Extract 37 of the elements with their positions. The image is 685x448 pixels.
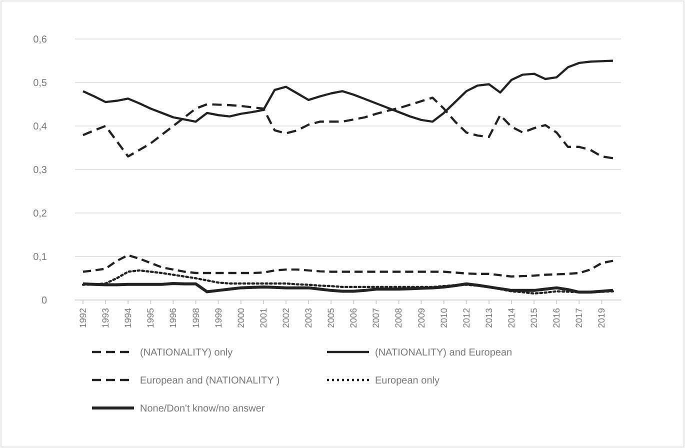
y-tick-label: 0,3 [33, 165, 48, 176]
x-tick-label: 2001 [258, 308, 268, 328]
x-tick-label: 2010 [438, 308, 449, 328]
legend-label: European only [375, 376, 440, 386]
x-tick-label: 2000 [236, 308, 246, 328]
x-tick-label: 2005 [326, 308, 336, 328]
legend-label: European and (NATIONALITY ) [140, 376, 280, 386]
x-tick-label: 2016 [552, 308, 562, 328]
y-tick-label: 0,6 [33, 34, 48, 46]
x-tick-label: 2007 [371, 308, 382, 328]
y-tick-label: 0,4 [33, 122, 48, 132]
y-tick-label: 0,2 [33, 208, 48, 220]
x-tick-label: 2012 [461, 308, 472, 328]
x-tick-label: 1996 [168, 308, 178, 328]
x-tick-label: 1998 [190, 308, 201, 328]
x-tick-label: 2003 [304, 308, 314, 328]
x-tick-label: 2013 [484, 308, 494, 328]
legend-label: None/Don't know/no answer [140, 404, 266, 414]
x-tick-label: 1999 [213, 308, 224, 328]
y-tick-label: 0,5 [33, 78, 48, 89]
x-tick-label: 2015 [529, 308, 540, 328]
x-tick-label: 2009 [416, 308, 426, 328]
x-tick-label: 1993 [100, 308, 111, 328]
y-tick-label: 0,1 [33, 252, 48, 263]
x-tick-label: 2002 [280, 308, 291, 328]
line-series [82, 254, 614, 278]
x-tick-label: 1994 [123, 308, 134, 328]
y-tick-label: 0 [41, 296, 48, 306]
x-tick-label: 1995 [146, 308, 156, 328]
x-tick-label: 1992 [78, 308, 88, 328]
legend-label: (NATIONALITY) and European [375, 348, 512, 358]
x-tick-label: 2017 [574, 308, 584, 328]
x-tick-label: 2006 [348, 308, 359, 328]
x-tick-label: 2019 [596, 308, 607, 328]
legend-label: (NATIONALITY) only [140, 348, 233, 358]
x-tick-label: 2008 [394, 308, 404, 328]
x-tick-label: 2014 [506, 308, 517, 328]
